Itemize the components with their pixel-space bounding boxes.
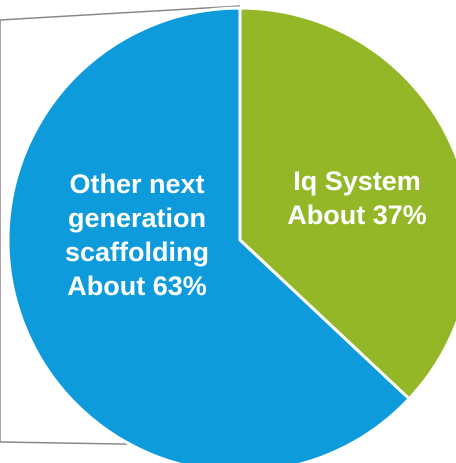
slice-label-line: Other next [69,169,204,199]
slice-label-line: About 37% [287,200,427,230]
slice-labels: Iq System About 37% Other next generation sc… [65,166,427,301]
callout-line-0 [0,5,241,21]
slice-label-line: generation [68,203,206,233]
slice-label-line: Iq System [293,166,421,196]
slice-label-line: scaffolding [65,237,209,267]
pie-slices [6,6,456,463]
slice-label-line: About 63% [67,271,207,301]
slice-label-iq-system: Iq System About 37% [287,166,427,230]
slice-label-other-next-generation-scaffolding: Other next generation scaffolding About 63% [65,169,209,301]
pie-slice-iq-system [238,6,456,401]
pie-slice-other-next-generation-scaffolding [6,6,411,463]
